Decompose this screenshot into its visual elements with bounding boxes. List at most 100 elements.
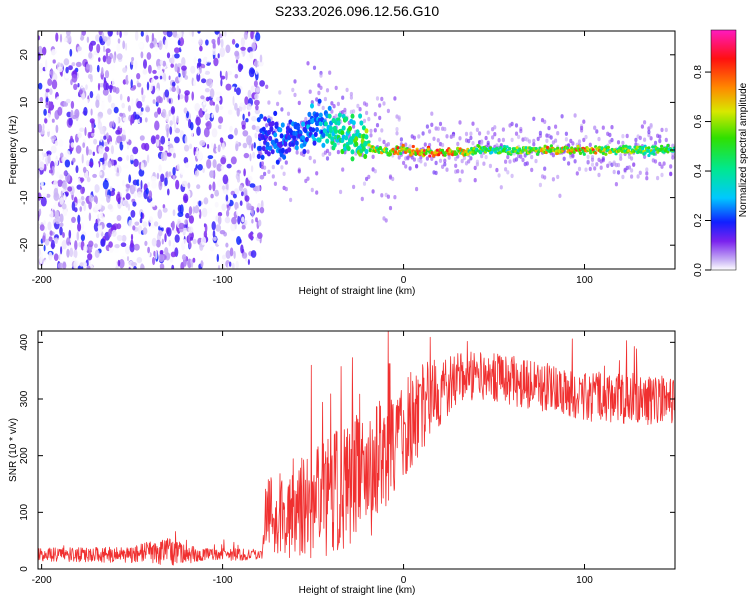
spectrogram-halo-cell [638, 170, 642, 175]
spectrogram-ridge-cell [411, 144, 415, 149]
spectrogram-noise-cell [178, 94, 184, 100]
spectrogram-y-tick-label: -20 [19, 238, 30, 253]
spectrogram-ridge-cell [385, 147, 389, 151]
spectrogram-noise-cell [166, 227, 172, 237]
spectrogram-noise-cell [200, 236, 207, 246]
spectrogram-noise-cell [55, 124, 59, 134]
snr-y-ticks: 0 100 200 300 400 [19, 334, 675, 572]
spectrogram-noise-cell [140, 162, 145, 171]
spectrogram-noise-cell [217, 124, 223, 130]
spectrogram-noise-cell [209, 88, 215, 99]
spectrogram-noise-cell [171, 220, 175, 230]
spectrogram-halo-cell [417, 134, 421, 139]
spectrogram-noise-cell [81, 92, 85, 101]
spectrogram-noise-cell [62, 261, 67, 269]
spectrogram-noise-cell [214, 189, 220, 197]
spectrogram-noise-cell [122, 179, 125, 187]
spectrogram-noise-cell [212, 230, 216, 239]
spectrogram-halo-cell [336, 149, 340, 155]
spectrogram-halo-cell [584, 167, 588, 172]
spectrogram-noise-cell [174, 136, 180, 144]
spectrogram-noise-cell [133, 158, 139, 167]
spectrogram-noise-cell [193, 205, 200, 214]
spectrogram-noise-cell [213, 236, 217, 241]
spectrogram-noise-cell [106, 132, 109, 140]
spectrogram-noise-cell [207, 207, 213, 214]
spectrogram-ridge-cell [256, 153, 261, 159]
spectrogram-halo-cell [630, 156, 634, 161]
spectrogram-halo-cell [419, 155, 423, 160]
spectrogram-noise-cell [113, 54, 116, 64]
spectrogram-halo-cell [341, 95, 345, 100]
spectrogram-noise-cell [88, 161, 94, 167]
spectrogram-noise-cell [160, 135, 166, 145]
spectrogram-noise-cell [201, 78, 207, 84]
spectrogram-noise-cell [229, 247, 234, 257]
spectrogram-noise-cell [198, 209, 202, 219]
spectrogram-halo-cell [551, 153, 556, 158]
spectrogram-x-label: Height of straight line (km) [299, 286, 416, 297]
spectrogram-noise-cell [80, 186, 85, 195]
spectrogram-noise-cell [203, 127, 210, 138]
spectrogram-noise-cell [142, 68, 148, 75]
spectrogram-noise-cell [205, 39, 209, 46]
spectrogram-noise-cell [47, 112, 51, 119]
spectrogram-halo-cell [469, 131, 473, 136]
spectrogram-ridge-cell [279, 133, 284, 139]
spectrogram-noise-cell [249, 153, 252, 162]
spectrogram-halo-cell [536, 136, 540, 142]
spectrogram-halo-cell [625, 133, 629, 139]
spectrogram-halo-cell [556, 131, 560, 136]
spectrogram-noise-cell [233, 250, 236, 259]
spectrogram-halo-cell [582, 137, 586, 143]
spectrogram-halo-cell [636, 174, 640, 179]
spectrogram-noise-cell [140, 31, 144, 37]
spectrogram-noise-cell [63, 170, 68, 177]
spectrogram-noise-cell [164, 247, 169, 256]
spectrogram-halo-cell [530, 154, 534, 160]
colorbar-tick-label: 0.6 [693, 114, 704, 128]
spectrogram-ridge-cell [604, 152, 608, 156]
spectrogram-noise-cell [134, 221, 140, 226]
spectrogram-noise-cell [170, 251, 177, 258]
spectrogram-halo-cell [634, 137, 638, 143]
spectrogram-halo-cell [447, 155, 451, 160]
spectrogram-ridge-cell [260, 154, 265, 160]
spectrogram-halo-cell [445, 134, 449, 139]
spectrogram-noise-cell [59, 213, 64, 223]
spectrogram-noise-cell [75, 145, 82, 154]
spectrogram-ridge-cell [322, 128, 327, 134]
spectrogram-ridge-cell [318, 121, 323, 127]
spectrogram-ridge-cell [363, 153, 368, 159]
spectrogram-noise-cell [178, 31, 182, 39]
spectrogram-noise-cell [235, 260, 239, 269]
spectrogram-noise-cell [94, 116, 99, 126]
spectrogram-noise-cell [189, 143, 193, 150]
spectrogram-noise-cell [139, 116, 143, 124]
spectrogram-noise-cell [56, 52, 62, 58]
spectrogram-noise-cell [229, 125, 233, 133]
spectrogram-noise-cell [254, 109, 261, 115]
spectrogram-noise-cell [149, 42, 154, 49]
spectrogram-noise-cell [65, 98, 71, 104]
spectrogram-noise-cell [136, 191, 143, 198]
spectrogram-noise-cell [196, 72, 201, 82]
spectrogram-noise-cell [140, 51, 144, 59]
spectrogram-noise-cell [221, 254, 227, 260]
spectrogram-noise-cell [138, 42, 144, 48]
spectrogram-noise-cell [230, 63, 237, 68]
spectrogram-halo-cell [458, 120, 462, 125]
spectrogram-ridge-cell [344, 116, 349, 122]
spectrogram-noise-cell [134, 114, 140, 120]
spectrogram-halo-cell [293, 92, 297, 98]
spectrogram-noise-cell [237, 63, 243, 73]
spectrogram-noise-cell [130, 155, 134, 161]
spectrogram-ridge-cell [354, 141, 359, 147]
spectrogram-noise-cell [206, 159, 212, 169]
spectrogram-halo-cell [480, 153, 484, 159]
spectrogram-noise-cell [45, 193, 51, 198]
spectrogram-noise-cell [44, 259, 50, 265]
spectrogram-noise-cell [212, 181, 216, 192]
spectrogram-noise-cell [116, 43, 121, 53]
spectrogram-ridge-cell [311, 127, 316, 133]
